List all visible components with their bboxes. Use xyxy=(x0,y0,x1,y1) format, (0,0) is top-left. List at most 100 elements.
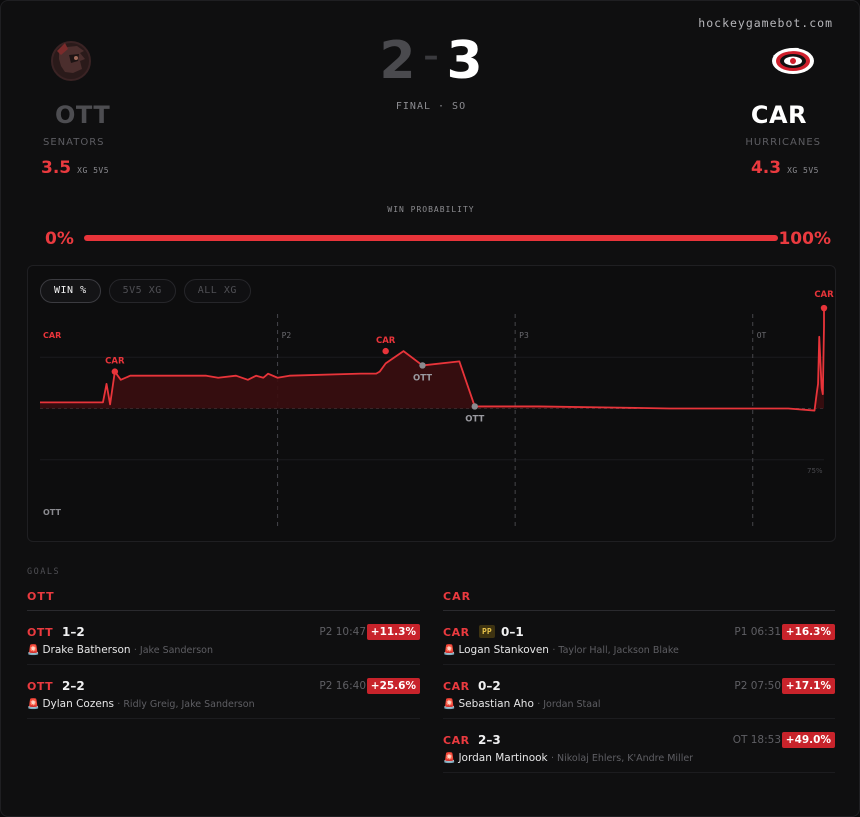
goal-summary: CAR 2–3 OT 18:53 +49.0% xyxy=(443,732,835,749)
goal-assists: · Taylor Hall, Jackson Blake xyxy=(552,645,679,656)
goal-team: OTT xyxy=(27,626,54,639)
home-xg-label: XG 5V5 xyxy=(77,166,110,175)
goal-time: P1 06:31 xyxy=(734,626,781,638)
goal-scorer: Jordan Martinook xyxy=(458,752,548,764)
goal-row[interactable]: OTT 2–2 P2 16:40 +25.6% 🚨 Dylan Cozens · Ridl… xyxy=(27,665,420,719)
away-xg-label: XG 5V5 xyxy=(787,166,819,175)
goal-marker xyxy=(111,368,119,375)
goal-assists: · Ridly Greig, Jake Sanderson xyxy=(117,699,255,710)
game-status: FINAL · SO xyxy=(395,101,467,112)
away-score: 3 xyxy=(446,31,483,91)
goals-column-title: OTT xyxy=(27,590,420,611)
away-xg-value: 4.3 xyxy=(750,158,782,178)
goal-summary: OTT 2–2 P2 16:40 +25.6% xyxy=(27,678,420,695)
goal-scorers: 🚨 Drake Batherson · Jake Sanderson xyxy=(27,644,420,656)
win-probability-left: 0% xyxy=(45,229,74,249)
tab-5v5-xg[interactable]: 5V5 XG xyxy=(108,279,176,303)
goal-marker-label: CAR xyxy=(814,290,834,300)
goal-team: CAR xyxy=(443,680,470,693)
goal-score: 2–3 xyxy=(478,733,501,747)
goals-header: GOALS xyxy=(27,567,61,577)
goal-score: 0–1 xyxy=(501,625,524,639)
goals-column-car: CAR CAR PP 0–1 P1 06:31 +16.3% 🚨 Logan Stankov… xyxy=(443,590,835,773)
away-name: HURRICANES xyxy=(745,137,821,148)
period-label: P2 xyxy=(282,331,292,340)
period-label: P3 xyxy=(519,331,529,340)
goal-time: P2 07:50 xyxy=(734,680,781,692)
win-prob-delta-badge: +16.3% xyxy=(781,624,835,640)
tab-win-pct[interactable]: WIN % xyxy=(40,279,101,303)
goal-scorers: 🚨 Jordan Martinook · Nikolaj Ehlers, K'An… xyxy=(443,752,835,764)
win-prob-area xyxy=(40,308,824,409)
goal-row[interactable]: OTT 1–2 P2 10:47 +11.3% 🚨 Drake Batherson · J… xyxy=(27,611,420,665)
away-abbr: CAR xyxy=(750,101,807,129)
chart-top-label: CAR xyxy=(43,331,61,340)
goal-siren-icon: 🚨 xyxy=(443,699,456,710)
goal-assists: · Jordan Staal xyxy=(537,699,601,710)
win-prob-delta-badge: +25.6% xyxy=(366,678,420,694)
chart-panel: WIN % 5V5 XG ALL XG P2 P3 OT CAR OTT 75% CAR CA… xyxy=(27,265,836,542)
home-team-block: OTT SENATORS 3.5 XG 5V5 xyxy=(27,39,167,178)
period-label: OT xyxy=(757,331,767,340)
win-probability-right: 100% xyxy=(778,229,831,249)
home-name: SENATORS xyxy=(43,137,105,148)
win-prob-line xyxy=(40,308,825,412)
brand-watermark: hockeygamebot.com xyxy=(698,16,833,30)
goal-marker-label: OTT xyxy=(413,373,432,383)
goal-score: 2–2 xyxy=(62,679,85,693)
away-xg: 4.3 XG 5V5 xyxy=(693,158,833,178)
hurricanes-logo xyxy=(772,47,814,74)
goal-marker-label: CAR xyxy=(105,357,125,367)
goal-scorer: Sebastian Aho xyxy=(458,698,534,710)
goal-scorer: Dylan Cozens xyxy=(42,698,114,710)
goal-marker xyxy=(382,347,389,355)
goal-row[interactable]: CAR PP 0–1 P1 06:31 +16.3% 🚨 Logan Stankoven ·… xyxy=(443,611,835,665)
goals-column-ott: OTT OTT 1–2 P2 10:47 +11.3% 🚨 Drake Batherson… xyxy=(27,590,420,719)
home-abbr: OTT xyxy=(55,101,111,129)
goal-team: CAR xyxy=(443,734,470,747)
goal-time: P2 16:40 xyxy=(319,680,366,692)
goal-score: 1–2 xyxy=(62,625,85,639)
goal-summary: OTT 1–2 P2 10:47 +11.3% xyxy=(27,624,420,641)
goal-marker xyxy=(419,362,426,369)
goals-column-title: CAR xyxy=(443,590,835,611)
tab-all-xg[interactable]: ALL XG xyxy=(183,279,251,303)
goal-siren-icon: 🚨 xyxy=(443,753,456,764)
reference-label: 75% xyxy=(807,467,823,475)
goal-scorers: 🚨 Logan Stankoven · Taylor Hall, Jackson … xyxy=(443,644,835,656)
goal-marker-label: OTT xyxy=(465,414,484,424)
home-xg-value: 3.5 xyxy=(41,158,72,178)
win-prob-delta-badge: +49.0% xyxy=(781,732,835,748)
goal-marker xyxy=(820,304,828,312)
goal-scorer: Drake Batherson xyxy=(42,644,131,656)
goal-scorers: 🚨 Dylan Cozens · Ridly Greig, Jake Sander… xyxy=(27,698,420,710)
goal-time: OT 18:53 xyxy=(732,734,781,746)
goal-summary: CAR 0–2 P2 07:50 +17.1% xyxy=(443,678,835,695)
scoreboard: 2–3 FINAL · SO xyxy=(1,31,860,112)
win-probability-title: WIN PROBABILITY xyxy=(387,205,475,214)
goal-assists: · Jake Sanderson xyxy=(133,645,214,656)
goal-assists: · Nikolaj Ehlers, K'Andre Miller xyxy=(550,753,694,764)
home-score: 2 xyxy=(379,31,416,91)
goal-scorer: Logan Stankoven xyxy=(458,644,549,656)
home-xg: 3.5 XG 5V5 xyxy=(27,158,167,178)
goal-siren-icon: 🚨 xyxy=(27,699,40,710)
win-probability-bar xyxy=(84,235,778,241)
goal-marker-label: CAR xyxy=(376,336,396,346)
goal-siren-icon: 🚨 xyxy=(443,645,456,656)
goal-team: CAR xyxy=(443,626,470,639)
goal-siren-icon: 🚨 xyxy=(27,645,40,656)
goal-time: P2 10:47 xyxy=(319,626,366,638)
senators-logo xyxy=(51,41,91,81)
goal-row[interactable]: CAR 2–3 OT 18:53 +49.0% 🚨 Jordan Martinook · … xyxy=(443,719,835,773)
win-probability-chart: P2 P3 OT CAR OTT 75% CAR CAR OTT OTT CAR xyxy=(40,290,834,528)
away-team-block: CAR HURRICANES 4.3 XG 5V5 xyxy=(693,39,833,178)
goal-row[interactable]: CAR 0–2 P2 07:50 +17.1% 🚨 Sebastian Aho · Jor… xyxy=(443,665,835,719)
powerplay-badge: PP xyxy=(479,625,495,638)
win-prob-delta-badge: +17.1% xyxy=(781,678,835,694)
goal-team: OTT xyxy=(27,680,54,693)
goal-marker xyxy=(471,403,478,410)
goal-summary: CAR PP 0–1 P1 06:31 +16.3% xyxy=(443,624,835,641)
chart-bottom-label: OTT xyxy=(43,508,61,517)
